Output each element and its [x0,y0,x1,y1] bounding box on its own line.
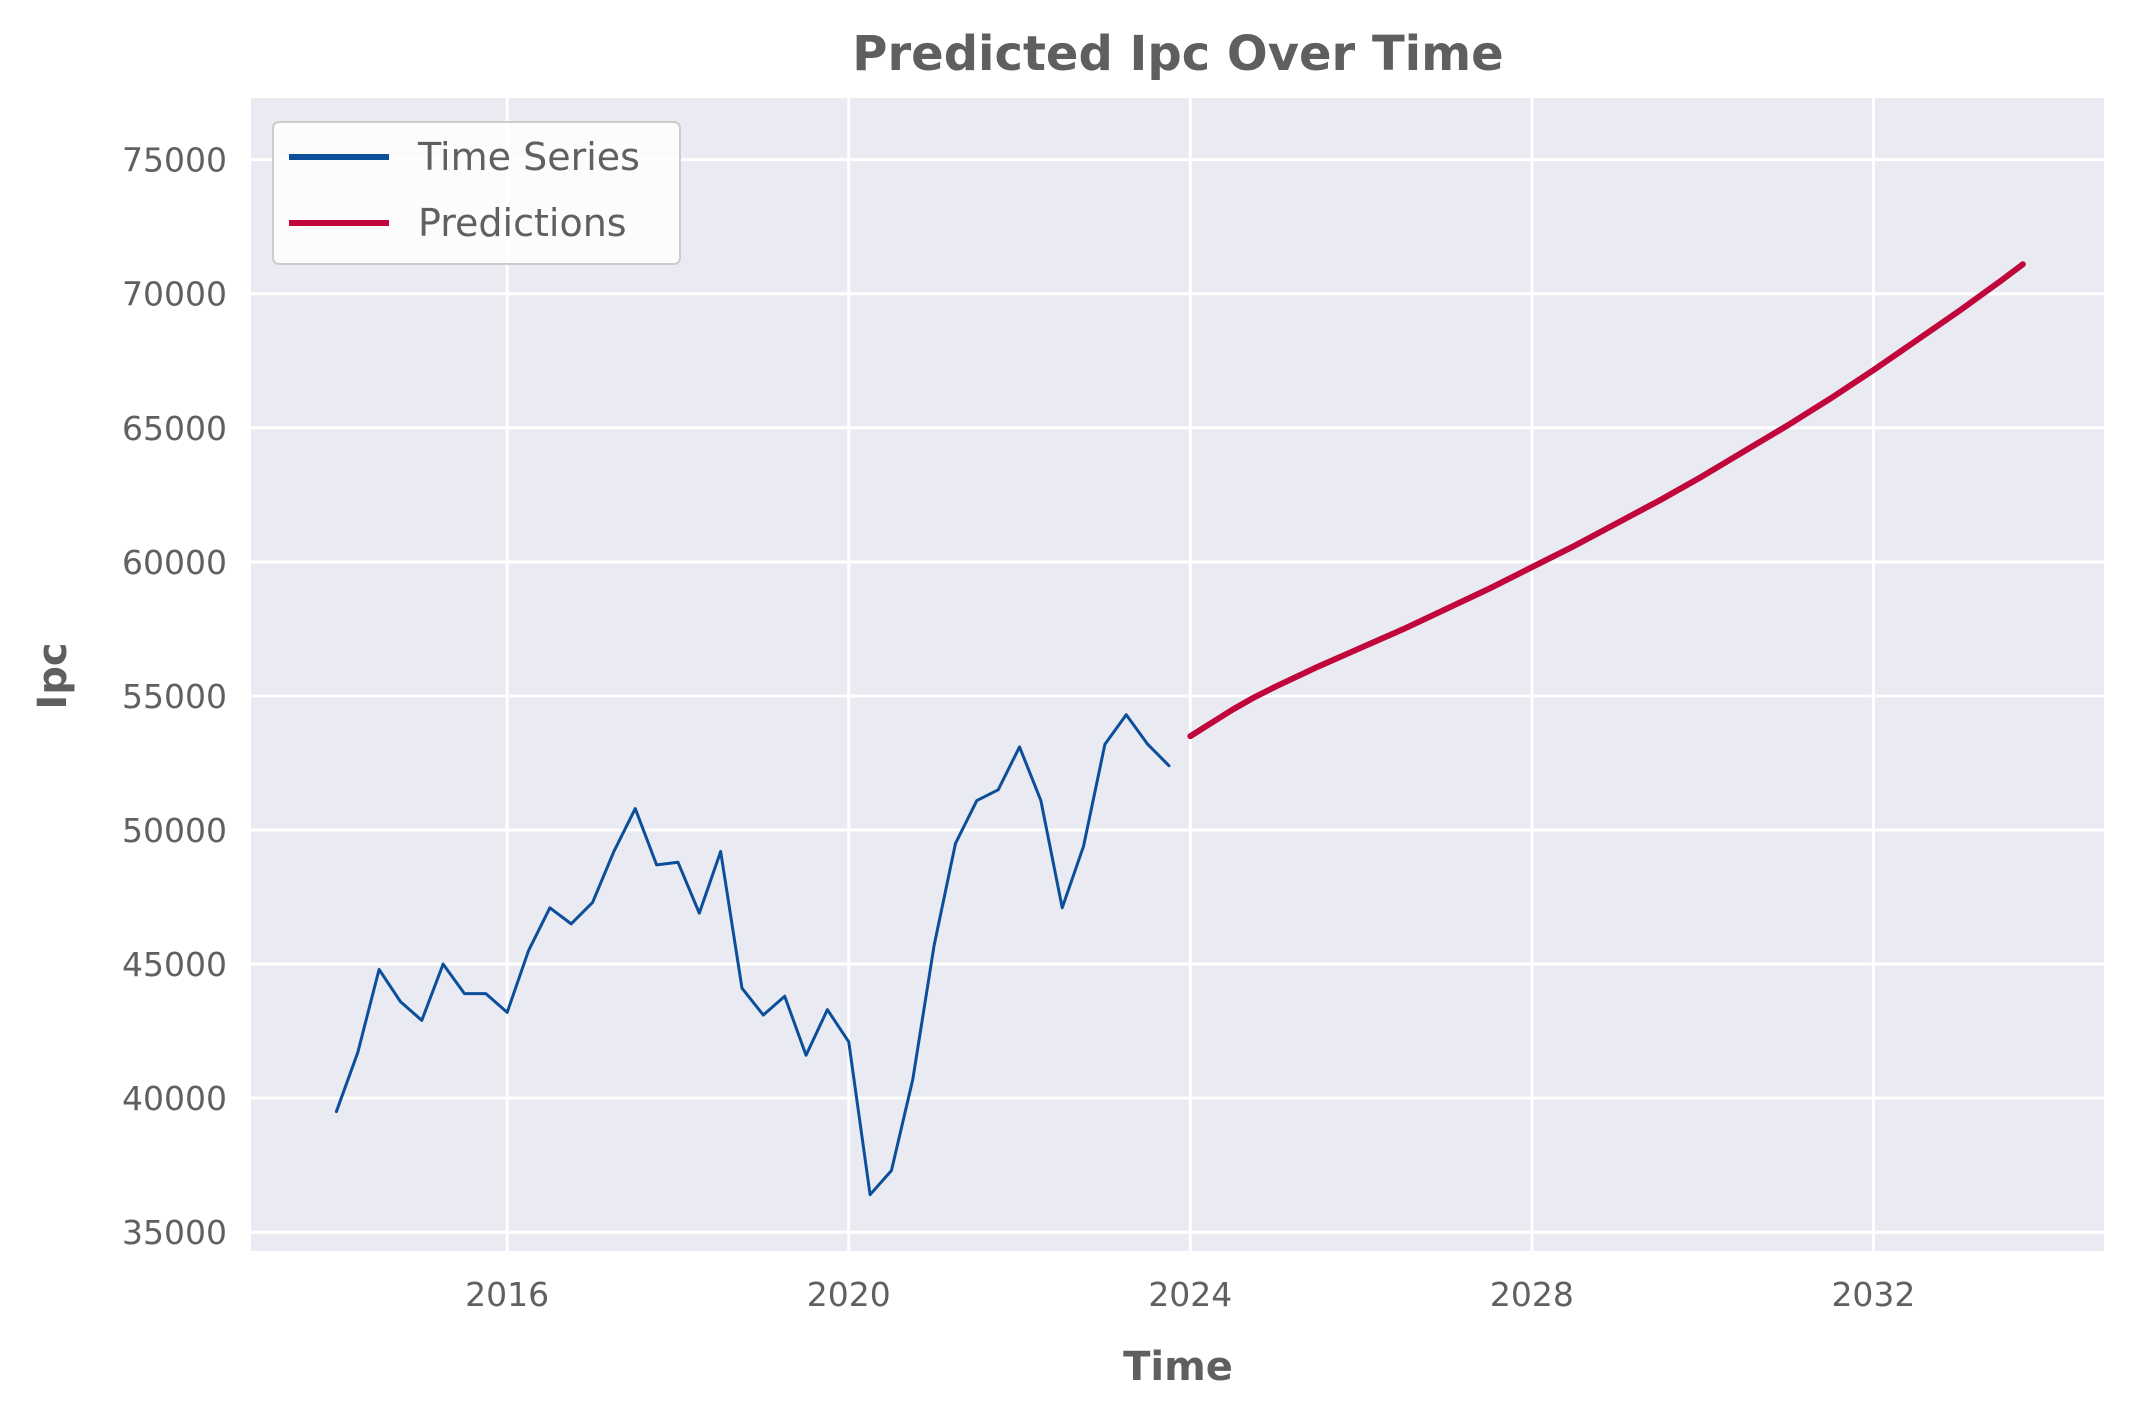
chart-title: Predicted Ipc Over Time [852,26,1503,82]
x-tick-labels: 2016 2020 2024 2028 2032 [465,1275,1915,1314]
x-tick-label: 2032 [1831,1275,1915,1314]
legend: Time Series Predictions [272,121,681,265]
predictions-line [1187,261,2026,740]
y-gridlines [251,158,2104,1234]
y-tick-label: 45000 [122,945,227,984]
y-tick-label: 40000 [122,1079,227,1118]
x-tick-label: 2016 [465,1275,549,1314]
y-tick-label: 70000 [122,275,227,314]
series-layer [334,261,2026,1197]
x-gridlines [505,98,1875,1251]
x-tick-label: 2020 [807,1275,891,1314]
y-tick-label: 55000 [122,677,227,716]
y-tick-label: 65000 [122,409,227,448]
y-tick-label: 35000 [122,1213,227,1252]
y-tick-labels: 35000 40000 45000 50000 55000 60000 65000 70000… [122,141,227,1253]
y-tick-label: 50000 [122,811,227,850]
plot-area [251,98,2104,1251]
x-axis-label: Time [1123,1344,1233,1390]
legend-label-predictions: Predictions [418,201,627,245]
y-tick-label: 75000 [122,141,227,180]
legend-label-time-series: Time Series [417,135,640,179]
time-series-line [334,713,1171,1197]
x-tick-label: 2024 [1148,1275,1232,1314]
x-tick-label: 2028 [1490,1275,1574,1314]
y-axis-label: Ipc [30,642,76,709]
y-tick-label: 60000 [122,543,227,582]
